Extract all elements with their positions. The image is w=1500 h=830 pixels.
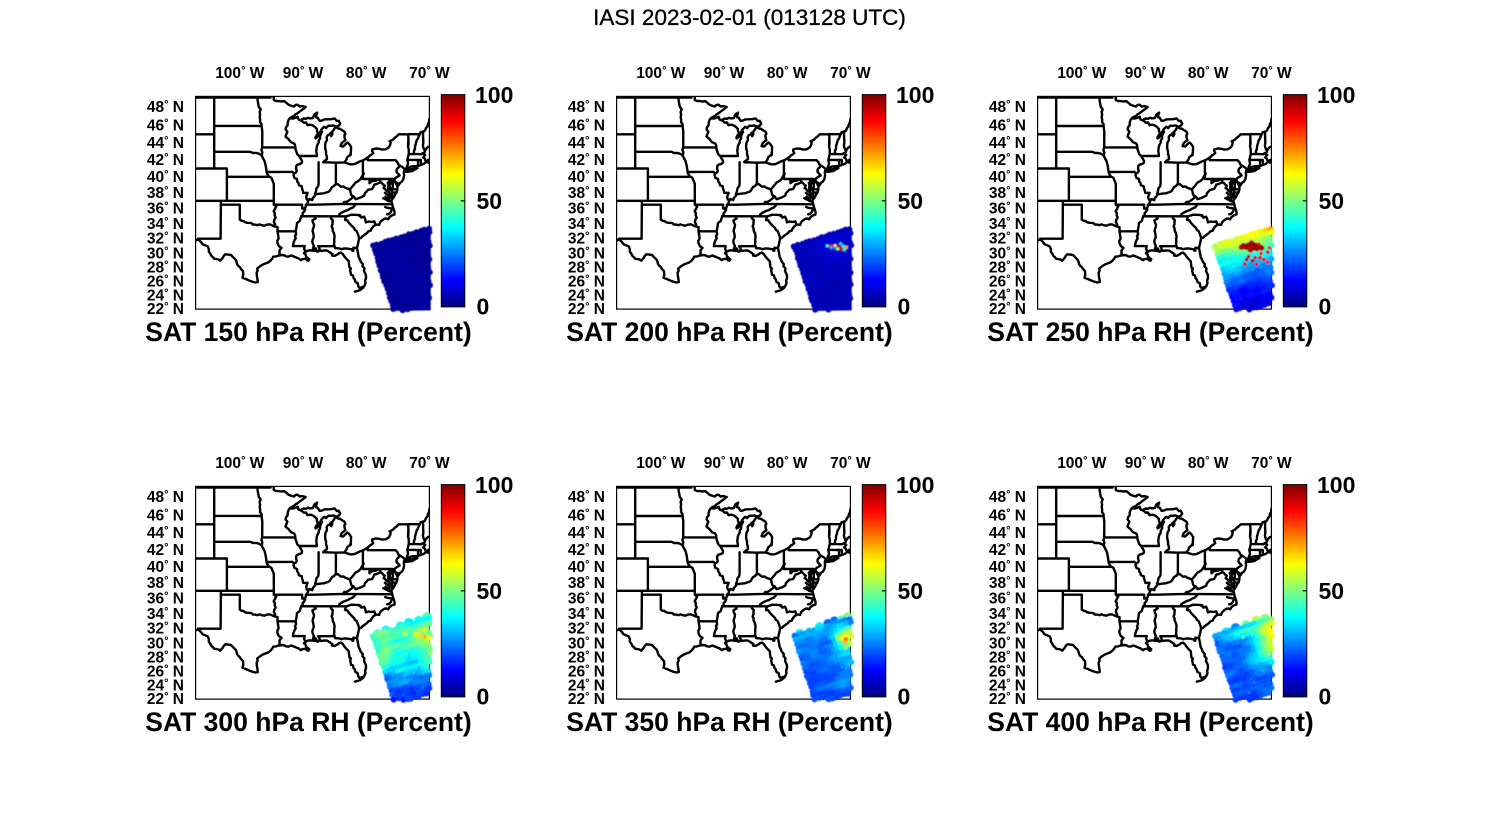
svg-text:IASI 2023-02-01 (013128 UTC): IASI 2023-02-01 (013128 UTC) — [593, 5, 906, 30]
svg-text:SAT 350 hPa RH (Percent): SAT 350 hPa RH (Percent) — [566, 707, 892, 737]
svg-text:SAT 250 hPa RH (Percent): SAT 250 hPa RH (Percent) — [987, 317, 1313, 347]
svg-text:SAT 300 hPa RH (Percent): SAT 300 hPa RH (Percent) — [145, 707, 471, 737]
svg-text:SAT 150 hPa RH (Percent): SAT 150 hPa RH (Percent) — [145, 317, 471, 347]
svg-text:SAT 400 hPa RH (Percent): SAT 400 hPa RH (Percent) — [987, 707, 1313, 737]
svg-text:SAT 200 hPa RH (Percent): SAT 200 hPa RH (Percent) — [566, 317, 892, 347]
